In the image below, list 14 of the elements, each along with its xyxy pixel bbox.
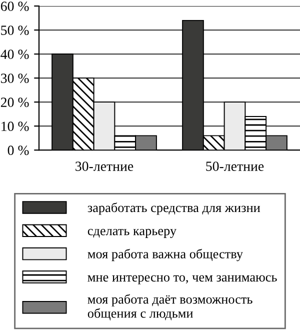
y-tick-label: 40 % bbox=[0, 50, 29, 60]
y-tick-label: 30 % bbox=[1, 74, 29, 84]
x-tick-label: 30-летние bbox=[76, 162, 134, 171]
legend-label: сделать карьеру bbox=[88, 228, 176, 238]
y-tick-label: 50 % bbox=[1, 26, 29, 36]
y-tick-label: 60 % bbox=[0, 2, 29, 12]
y-tick-label: 0 % bbox=[8, 146, 29, 156]
x-tick-label: 50-летние bbox=[206, 162, 264, 171]
legend-label: заработать средства для жизни bbox=[88, 202, 260, 215]
y-tick-label: 10 % bbox=[2, 122, 29, 132]
legend-label: моя работа важна обществу bbox=[88, 248, 243, 262]
y-tick-label: 20 % bbox=[0, 98, 29, 108]
legend-label: моя работа даёт возможность общения с людьми bbox=[88, 294, 252, 320]
legend-label: мне интересно то, чем занимаюсь bbox=[88, 275, 277, 284]
